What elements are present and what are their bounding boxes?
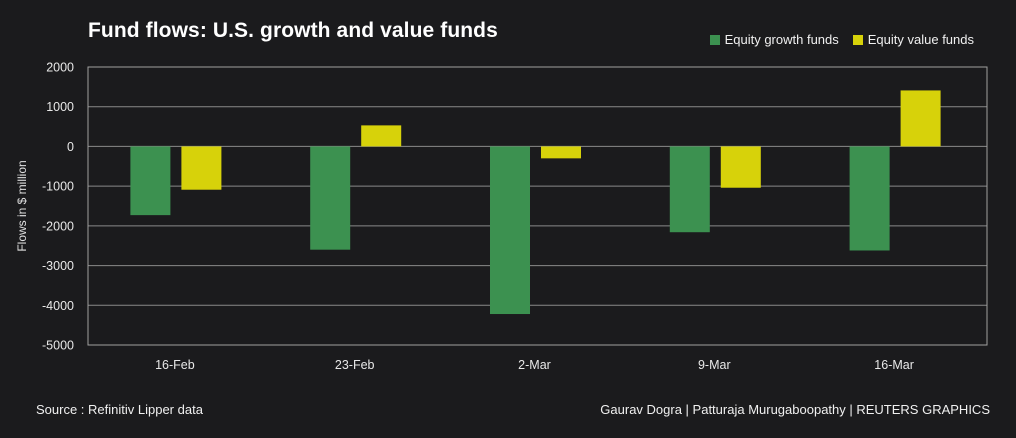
y-tick-label: -4000 (42, 299, 74, 313)
bar-growth (849, 146, 890, 251)
bar-value (541, 146, 581, 159)
bar-value (181, 146, 222, 190)
y-tick-label: -3000 (42, 259, 74, 273)
y-tick-label: 0 (67, 140, 74, 154)
x-tick-label: 23-Feb (335, 358, 375, 372)
bar-value (900, 90, 941, 147)
bar-growth (490, 146, 530, 315)
x-tick-label: 16-Mar (874, 358, 914, 372)
plot-frame (87, 66, 988, 346)
legend-label-growth: Equity growth funds (724, 32, 839, 47)
bar-growth (130, 146, 171, 216)
x-tick-label: 9-Mar (698, 358, 731, 372)
legend: Equity growth funds Equity value funds (696, 32, 974, 47)
y-tick-label: -2000 (42, 219, 74, 233)
y-tick-label: -5000 (42, 339, 74, 353)
credit-note: Gaurav Dogra | Patturaja Murugaboopathy … (600, 402, 990, 417)
y-tick-label: -1000 (42, 180, 74, 194)
bar-growth (669, 146, 710, 233)
x-tick-label: 16-Feb (155, 358, 195, 372)
bar-value (361, 125, 402, 147)
y-tick-label: 1000 (46, 100, 74, 114)
legend-label-value: Equity value funds (867, 32, 974, 47)
bar-growth (310, 146, 351, 250)
bar-value (720, 146, 761, 188)
legend-swatch-growth (709, 34, 720, 45)
y-tick-label: 2000 (46, 61, 74, 75)
legend-swatch-value (852, 34, 863, 45)
legend-item-value: Equity value funds (852, 32, 974, 47)
source-note: Source : Refinitiv Lipper data (36, 402, 203, 417)
x-tick-label: 2-Mar (518, 358, 551, 372)
legend-item-growth: Equity growth funds (709, 32, 839, 47)
chart-title: Fund flows: U.S. growth and value funds (88, 19, 498, 42)
